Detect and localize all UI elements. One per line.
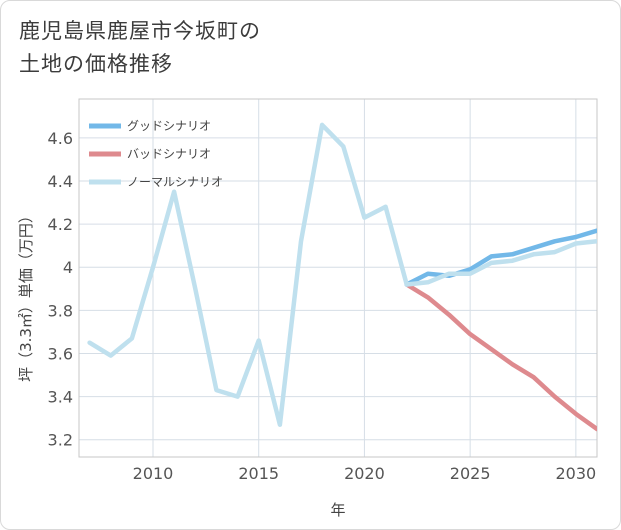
x-tick-label-2010: 2010 <box>133 464 174 483</box>
tick-labels: 2010 2015 2020 2025 2030 3.2 3.4 3.6 3.8 4 4.2 4.4 4… <box>48 129 597 483</box>
legend-label-1: バッドシナリオ <box>127 147 211 161</box>
y-tick-label-3: 3.8 <box>48 301 73 320</box>
y-tick-label-0: 3.2 <box>48 431 73 450</box>
y-tick-label-7: 4.6 <box>48 129 73 148</box>
plot-area-border <box>78 98 598 458</box>
series-line-0 <box>404 228 597 287</box>
chart-title-line-1: 鹿児島県鹿屋市今坂町の <box>19 19 261 43</box>
legend-label-0: グッドシナリオ <box>127 119 211 133</box>
y-axis-title: 坪（3.3㎡）単価（万円） <box>17 208 35 382</box>
y-tick-label-4: 4 <box>63 258 73 277</box>
y-tick-label-2: 3.6 <box>48 344 73 363</box>
x-tick-label-2015: 2015 <box>238 464 279 483</box>
chart-title-line-2: 土地の価格推移 <box>19 52 173 76</box>
y-tick-label-6: 4.4 <box>48 172 73 191</box>
y-tick-label-5: 4.2 <box>48 215 73 234</box>
y-tick-label-1: 3.4 <box>48 388 73 407</box>
x-tick-label-2030: 2030 <box>555 464 596 483</box>
x-tick-label-2025: 2025 <box>450 464 491 483</box>
series-lines <box>87 122 597 432</box>
x-axis-title: 年 <box>330 501 345 519</box>
x-tick-label-2020: 2020 <box>344 464 385 483</box>
series-line-2 <box>87 122 597 427</box>
legend-label-2: ノーマルシナリオ <box>127 175 223 189</box>
chart-title: 鹿児島県鹿屋市今坂町の 土地の価格推移 <box>19 15 539 81</box>
grid <box>79 99 597 457</box>
series-line-1 <box>404 282 597 432</box>
